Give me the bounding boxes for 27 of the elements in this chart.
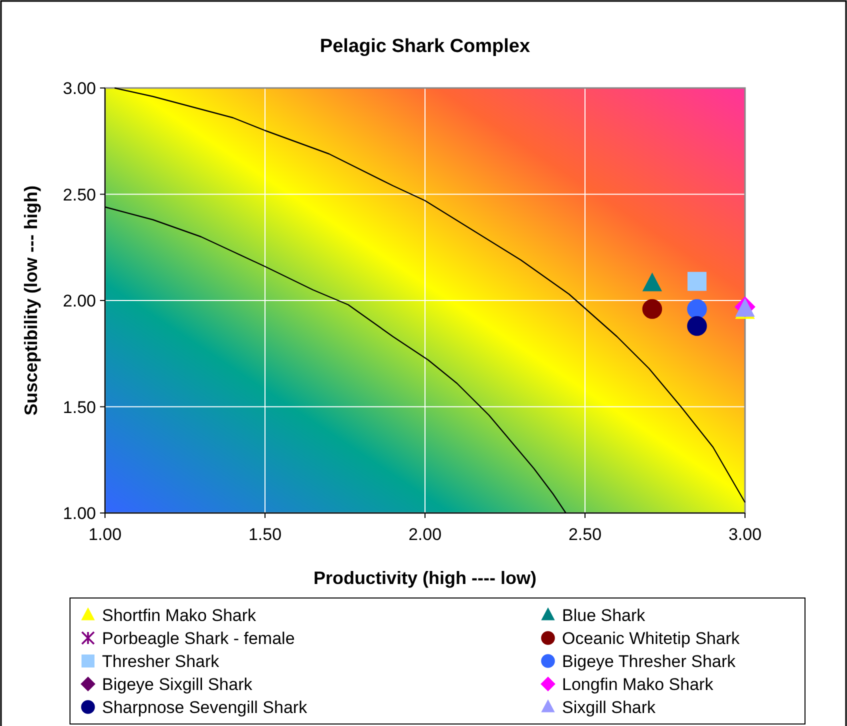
- x-tick-label: 3.00: [728, 525, 762, 544]
- y-tick-label: 2.50: [62, 185, 96, 204]
- y-tick-label: 1.00: [62, 504, 96, 523]
- legend-label: Bigeye Sixgill Shark: [102, 675, 253, 694]
- x-tick-label: 1.50: [248, 525, 282, 544]
- x-tick-label: 2.00: [408, 525, 442, 544]
- x-tick-label: 1.00: [88, 525, 122, 544]
- legend-label: Blue Shark: [562, 606, 646, 625]
- legend-label: Bigeye Thresher Shark: [562, 652, 736, 671]
- legend-label: Oceanic Whitetip Shark: [562, 629, 740, 648]
- legend-label: Shortfin Mako Shark: [102, 606, 257, 625]
- y-tick-label: 1.50: [62, 398, 96, 417]
- legend-label: Porbeagle Shark - female: [102, 629, 295, 648]
- y-tick-label: 2.00: [62, 292, 96, 310]
- point: [687, 299, 707, 319]
- x-tick-label: 2.50: [568, 525, 602, 544]
- point: [687, 316, 707, 336]
- legend-label: Longfin Mako Shark: [562, 675, 714, 694]
- y-tick-label: 3.00: [62, 79, 96, 98]
- legend-label: Thresher Shark: [102, 652, 220, 671]
- x-axis-title: Productivity (high ---- low): [314, 568, 536, 588]
- y-axis-title: Susceptibility (low --- high): [21, 186, 41, 416]
- legend-label: Sharpnose Sevengill Shark: [102, 698, 308, 717]
- point: [642, 273, 662, 292]
- legend-label: Sixgill Shark: [562, 698, 656, 717]
- chart-title: Pelagic Shark Complex: [320, 36, 530, 57]
- point: [642, 299, 662, 319]
